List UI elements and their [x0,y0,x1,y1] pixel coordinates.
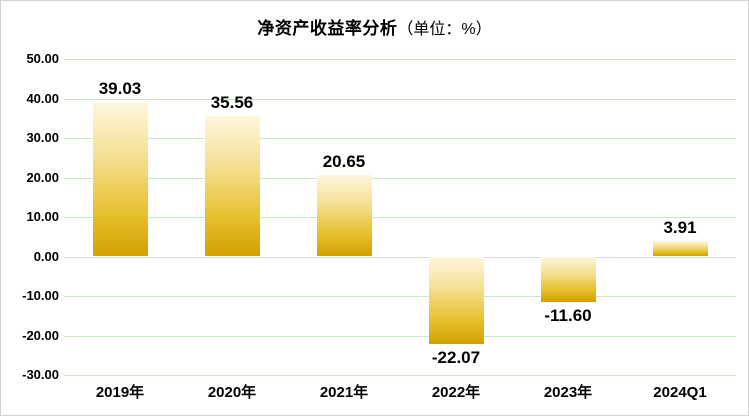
plot-area: 39.03 35.56 20.65 -22.07 -11.60 3.91 [64,59,736,376]
bar-2024Q1 [652,241,708,257]
chart-title-text: 净资产收益率分析 [257,19,398,38]
y-axis-tick-label: -20.00 [22,327,59,343]
bar-value-label: 3.91 [663,218,697,238]
gridline [64,335,736,337]
x-axis: 2019年 2020年 2021年 2022年 2023年 2024Q1 [64,380,736,406]
chart-title-unit: （单位：%） [397,21,492,38]
y-axis-tick-label: 40.00 [26,90,59,106]
y-axis-tick-label: 0.00 [33,248,59,264]
x-axis-category-label: 2021年 [319,384,369,401]
bar-2020年 [204,116,260,257]
gridline [64,375,736,376]
bar-value-label: -22.07 [431,347,481,367]
gridline [64,177,736,179]
bar-value-label: -11.60 [544,306,592,326]
gridline [64,217,736,218]
x-axis-category-label: 2024Q1 [653,384,707,401]
y-axis-tick-label: 30.00 [26,130,59,145]
x-axis-category-label: 2020年 [207,384,257,401]
y-axis-tick-label: 10.00 [26,209,59,224]
x-axis-category-label: 2023年 [543,384,593,401]
gridline [64,59,736,60]
y-axis-tick-label: 50.00 [26,51,59,66]
y-axis-tick-label: -30.00 [22,367,59,382]
bar-2023年 [540,256,596,303]
bar-value-label: 39.03 [98,79,142,99]
x-axis-category-label: 2019年 [95,384,145,401]
bar-value-label: 20.65 [322,151,366,171]
bar-value-label: 35.56 [210,93,254,113]
bar-2022年 [428,256,484,344]
zero-gridline [64,256,736,258]
y-axis-tick-label: 20.00 [26,169,59,185]
bar-2021年 [316,174,372,257]
gridline [64,138,736,139]
gridline [64,296,736,297]
chart-title: 净资产收益率分析（单位：%） [1,14,748,39]
bar-2019年 [92,102,148,257]
gridline [64,98,736,100]
x-axis-category-label: 2022年 [431,384,481,401]
y-axis-tick-label: -10.00 [22,288,59,303]
